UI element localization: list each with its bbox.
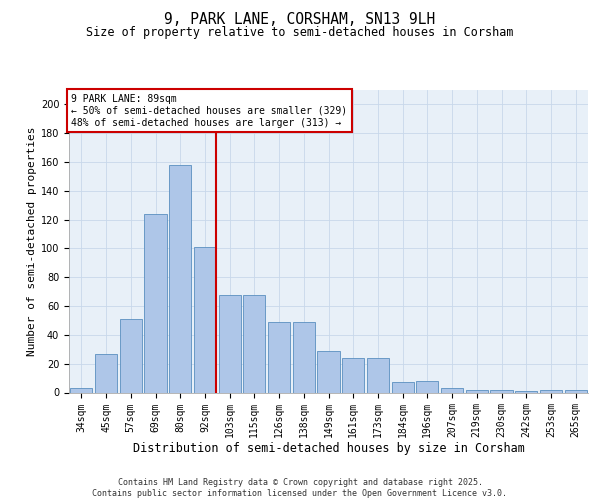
X-axis label: Distribution of semi-detached houses by size in Corsham: Distribution of semi-detached houses by … — [133, 442, 524, 454]
Bar — [70, 388, 92, 392]
Bar — [218, 294, 241, 392]
Bar — [466, 390, 488, 392]
Bar — [317, 350, 340, 393]
Text: Size of property relative to semi-detached houses in Corsham: Size of property relative to semi-detach… — [86, 26, 514, 39]
Bar — [293, 322, 315, 392]
Text: 9, PARK LANE, CORSHAM, SN13 9LH: 9, PARK LANE, CORSHAM, SN13 9LH — [164, 12, 436, 28]
Bar — [490, 390, 512, 392]
Bar — [515, 391, 538, 392]
Text: 9 PARK LANE: 89sqm
← 50% of semi-detached houses are smaller (329)
48% of semi-d: 9 PARK LANE: 89sqm ← 50% of semi-detache… — [71, 94, 347, 128]
Text: Contains HM Land Registry data © Crown copyright and database right 2025.
Contai: Contains HM Land Registry data © Crown c… — [92, 478, 508, 498]
Bar — [145, 214, 167, 392]
Bar — [565, 390, 587, 392]
Bar — [119, 319, 142, 392]
Bar — [392, 382, 414, 392]
Bar — [540, 390, 562, 392]
Bar — [342, 358, 364, 392]
Y-axis label: Number of semi-detached properties: Number of semi-detached properties — [26, 126, 37, 356]
Bar — [268, 322, 290, 392]
Bar — [441, 388, 463, 392]
Bar — [169, 165, 191, 392]
Bar — [194, 247, 216, 392]
Bar — [367, 358, 389, 392]
Bar — [243, 294, 265, 392]
Bar — [95, 354, 117, 393]
Bar — [416, 381, 439, 392]
